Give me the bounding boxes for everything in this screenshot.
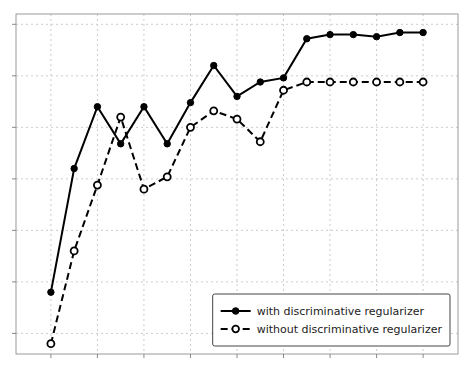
series-point: [94, 182, 101, 189]
y-tick: [12, 281, 16, 282]
series-point: [257, 79, 263, 85]
series-point: [187, 99, 193, 105]
legend-frame: [213, 294, 450, 346]
x-grid-line: [50, 14, 51, 354]
legend-label: without discriminative regularizer: [257, 323, 443, 336]
series-point: [234, 116, 241, 123]
series-point: [327, 79, 334, 86]
series-point: [141, 104, 147, 110]
series-point: [187, 124, 194, 131]
x-tick: [50, 354, 51, 358]
y-tick: [12, 127, 16, 128]
series-point: [280, 75, 286, 81]
series-point: [420, 79, 427, 86]
y-grid-line: [16, 178, 458, 179]
x-tick: [237, 354, 238, 358]
legend: with discriminative regularizer without d…: [213, 294, 450, 346]
y-grid-line: [16, 75, 458, 76]
series-point: [211, 62, 217, 68]
series-point: [257, 138, 264, 145]
series-point: [140, 186, 147, 193]
series-point: [373, 33, 379, 39]
series-point: [350, 31, 356, 37]
series-point: [47, 340, 54, 347]
y-tick: [12, 333, 16, 334]
y-grid-line: [16, 24, 458, 25]
series-point: [117, 114, 124, 121]
x-tick: [283, 354, 284, 358]
x-grid-line: [190, 14, 191, 354]
y-tick: [12, 24, 16, 25]
series-point: [304, 36, 310, 42]
series-point: [71, 165, 77, 171]
series-point: [420, 29, 426, 35]
y-tick: [12, 178, 16, 179]
y-grid-line: [16, 127, 458, 128]
x-grid-line: [143, 14, 144, 354]
chart: with discriminative regularizer without d…: [0, 0, 474, 370]
legend-label: with discriminative regularizer: [257, 305, 425, 318]
plot-frame: [16, 14, 458, 354]
legend-item: without discriminative regularizer: [221, 323, 443, 336]
series-point: [164, 173, 171, 180]
y-tick: [12, 230, 16, 231]
series-point: [71, 247, 78, 254]
series-point: [234, 93, 240, 99]
x-tick: [190, 354, 191, 358]
y-grid-line: [16, 281, 458, 282]
series-point: [94, 104, 100, 110]
grid: [16, 14, 458, 354]
legend-marker: [232, 308, 239, 315]
x-tick: [423, 354, 424, 358]
series-point: [303, 79, 310, 86]
y-grid-line: [16, 230, 458, 231]
series-point: [350, 79, 357, 86]
series-point: [48, 289, 54, 295]
series-line: [51, 33, 423, 293]
series-point: [327, 31, 333, 37]
legend-marker: [232, 326, 239, 333]
y-tick: [12, 75, 16, 76]
series-point: [397, 29, 403, 35]
series-point: [164, 141, 170, 147]
legend-item: with discriminative regularizer: [221, 305, 425, 318]
series-point: [373, 79, 380, 86]
x-tick: [330, 354, 331, 358]
x-tick: [143, 354, 144, 358]
series-point: [280, 87, 287, 94]
series-point: [396, 79, 403, 86]
series-point: [210, 107, 217, 114]
x-tick: [376, 354, 377, 358]
x-tick: [97, 354, 98, 358]
series-point: [117, 141, 123, 147]
